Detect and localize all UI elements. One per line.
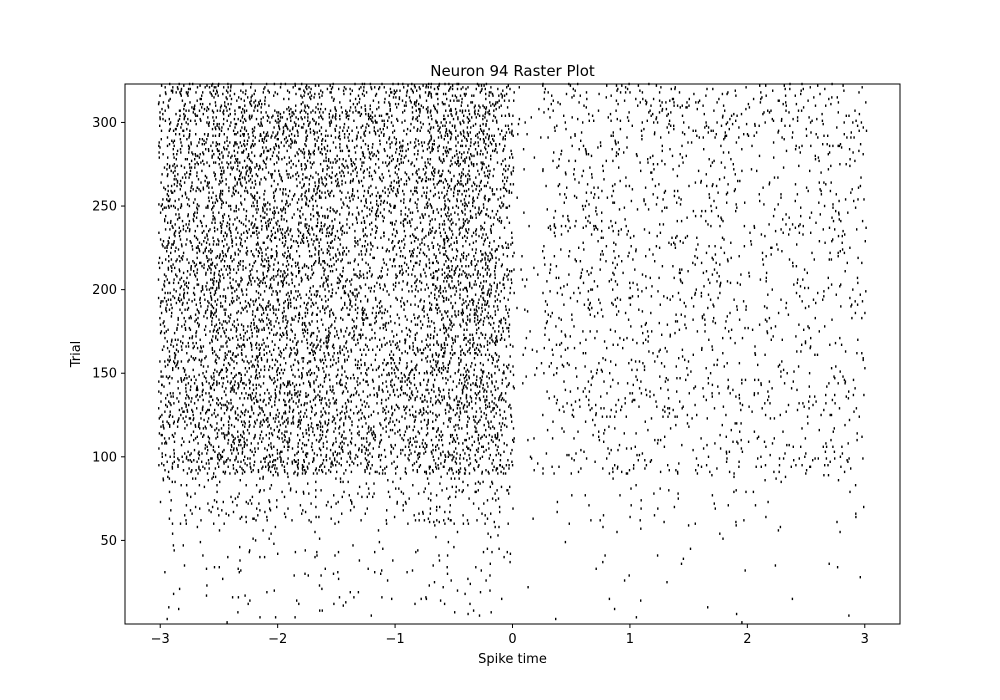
chart-title: Neuron 94 Raster Plot (430, 62, 595, 80)
spike-layer (157, 82, 868, 624)
